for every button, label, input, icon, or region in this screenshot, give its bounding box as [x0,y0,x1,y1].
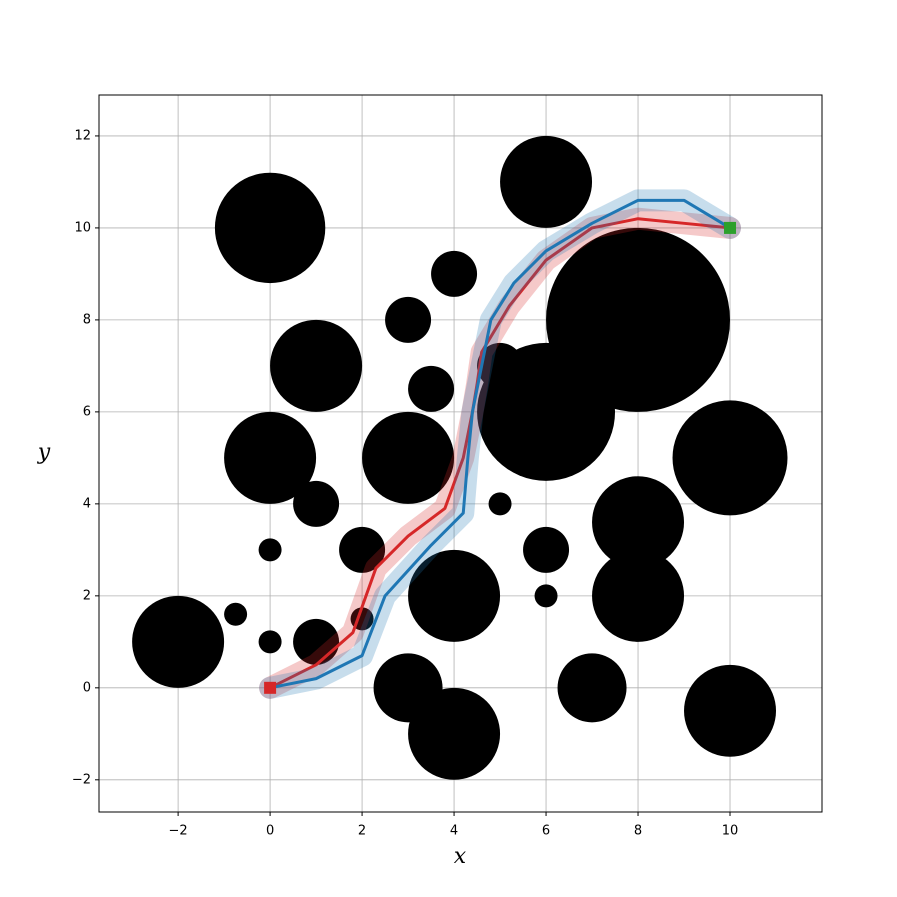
y-tick-label: −2 [72,772,91,787]
obstacle [592,549,685,642]
x-axis-label: x [454,844,467,869]
obstacle [362,411,455,504]
y-tick-label: 8 [83,312,91,327]
trajectory [269,198,731,690]
obstacle [408,365,455,412]
obstacle [258,630,282,654]
y-tick-label: 2 [83,588,91,603]
axes-frame [98,94,823,813]
obstacle [408,549,501,642]
x-tick-label: 10 [722,824,739,839]
y-axis-label: y [37,440,51,465]
x-tick-label: 2 [358,824,366,839]
x-tick-label: −2 [169,824,188,839]
obstacle [523,526,570,573]
obstacle [224,411,317,504]
x-tick-label: 4 [450,824,458,839]
obstacle [270,319,363,412]
obstacle [214,172,326,284]
obstacle [592,476,685,569]
y-tick-label: 10 [74,220,91,235]
obstacle [339,526,386,573]
obstacle [546,227,731,412]
endpoint-marker [724,221,737,234]
y-tick-label: 12 [74,128,91,143]
obstacle [385,296,432,343]
obstacle [293,480,340,527]
obstacle [500,135,593,228]
x-tick-label: 0 [266,824,274,839]
x-tick-label: 8 [634,824,642,839]
plot-area [132,135,788,780]
obstacle [258,538,282,562]
obstacle [672,400,788,516]
y-tick-label: 4 [83,496,91,511]
endpoint-marker [264,681,277,694]
ticks: −2 0 2 4 6 8 10 −2 0 2 4 6 8 10 12 [72,128,738,838]
obstacle [488,492,512,516]
obstacle [132,595,225,688]
obstacle [684,664,777,757]
obstacle [534,584,558,608]
obstacle [557,653,627,723]
x-tick-label: 6 [542,824,550,839]
y-tick-label: 6 [83,404,91,419]
obstacle [224,602,248,626]
y-tick-label: 0 [83,680,91,695]
obstacle [408,687,501,780]
obstacle [431,250,478,297]
